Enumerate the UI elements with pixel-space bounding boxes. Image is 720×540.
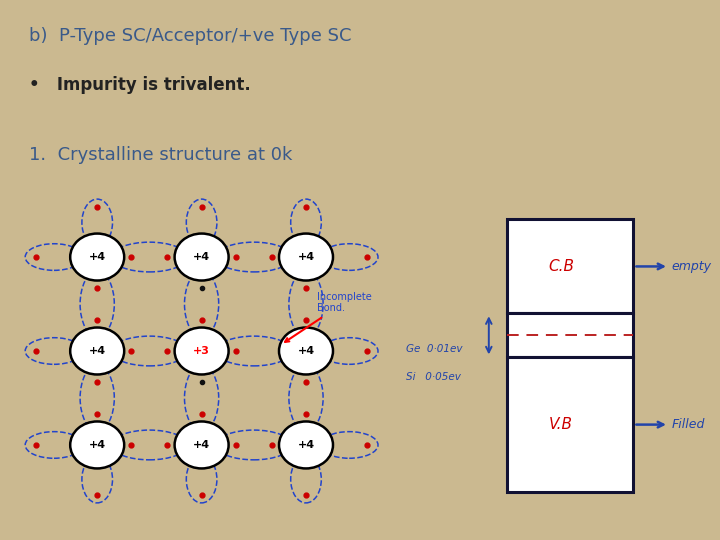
Text: Filled: Filled (672, 418, 705, 431)
Circle shape (174, 233, 229, 281)
Text: +4: +4 (89, 346, 106, 356)
Circle shape (70, 233, 124, 281)
Bar (507, 313, 634, 357)
Text: +4: +4 (297, 252, 315, 262)
Text: +4: +4 (193, 252, 210, 262)
Circle shape (70, 421, 124, 468)
Text: 1.  Crystalline structure at 0k: 1. Crystalline structure at 0k (29, 146, 292, 164)
Text: b)  P-Type SC/Acceptor/+ve Type SC: b) P-Type SC/Acceptor/+ve Type SC (29, 27, 351, 45)
Circle shape (279, 233, 333, 281)
Text: +4: +4 (193, 440, 210, 450)
Circle shape (70, 327, 124, 375)
Text: +4: +4 (297, 440, 315, 450)
Circle shape (174, 421, 229, 468)
Text: C.B: C.B (548, 259, 574, 274)
Text: empty: empty (672, 260, 712, 273)
Text: +4: +4 (297, 346, 315, 356)
Text: Ge  0·01ev: Ge 0·01ev (406, 344, 463, 354)
Circle shape (279, 327, 333, 375)
Text: •   Impurity is trivalent.: • Impurity is trivalent. (29, 76, 251, 93)
Text: V.B: V.B (549, 417, 573, 432)
Circle shape (174, 327, 229, 375)
Text: +4: +4 (89, 252, 106, 262)
Bar (507, 357, 634, 492)
Text: Si   0·05ev: Si 0·05ev (406, 372, 461, 382)
Text: Incomplete
Bond.: Incomplete Bond. (285, 292, 372, 342)
Bar (507, 219, 634, 313)
Text: +3: +3 (193, 346, 210, 356)
Text: +4: +4 (89, 440, 106, 450)
Circle shape (279, 421, 333, 468)
